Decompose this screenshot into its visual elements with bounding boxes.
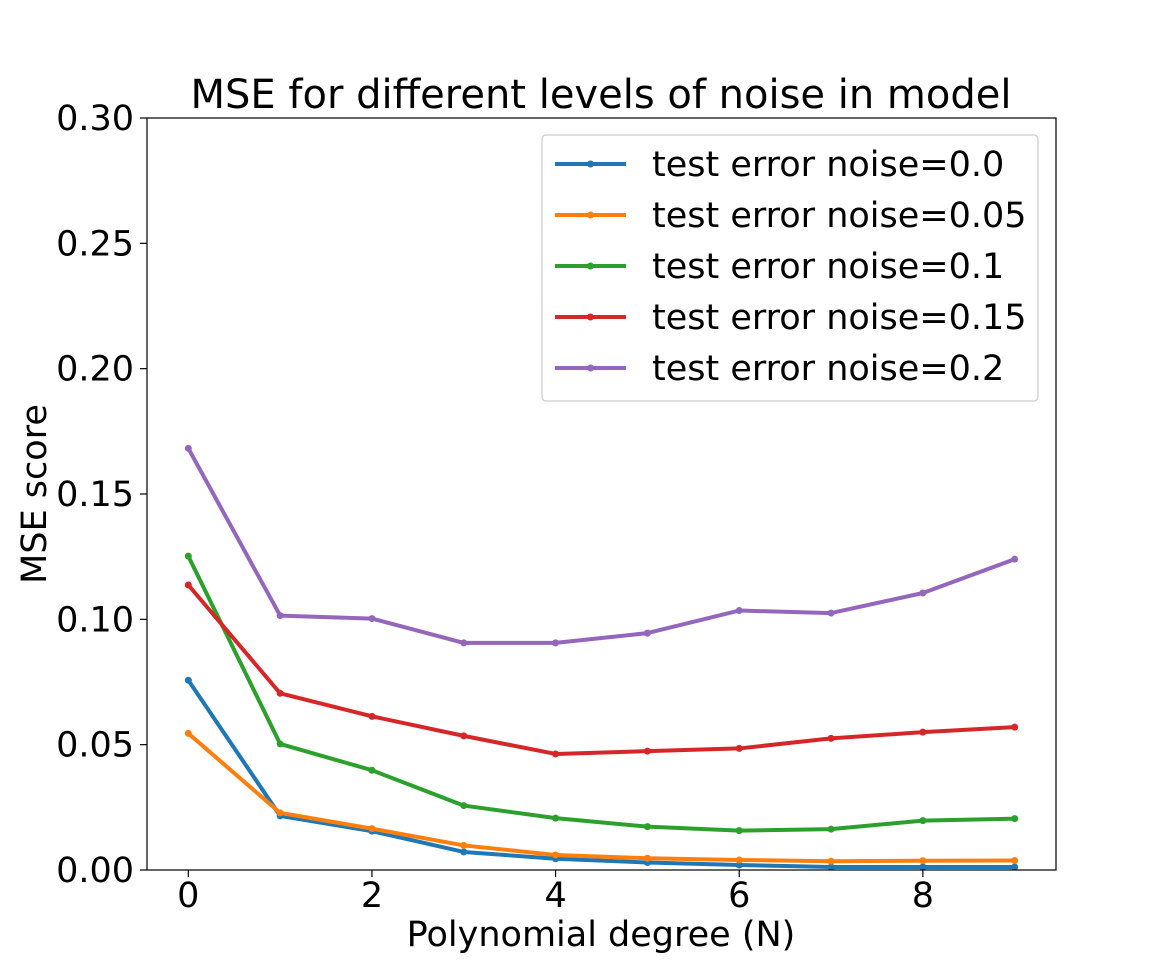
data-point — [276, 689, 284, 697]
data-point — [368, 825, 376, 833]
y-tick-label: 0.05 — [56, 726, 134, 766]
legend-marker — [587, 364, 594, 372]
data-point — [184, 444, 192, 452]
data-point — [827, 857, 835, 865]
data-point — [552, 814, 560, 822]
data-point — [276, 740, 284, 748]
y-tick-label: 0.00 — [56, 851, 134, 891]
y-tick-label: 0.15 — [56, 475, 134, 515]
data-point — [1011, 723, 1019, 731]
y-axis-label: MSE score — [15, 404, 55, 584]
data-point — [368, 615, 376, 623]
series-line-1 — [185, 730, 1017, 864]
data-point — [827, 734, 835, 742]
y-axis-ticks: 0.00 0.05 0.10 0.15 0.20 0.25 0.30 — [56, 99, 147, 891]
data-point — [735, 607, 743, 615]
chart-title: MSE for different levels of noise in mod… — [191, 72, 1012, 118]
data-point — [643, 854, 651, 862]
legend-label: test error noise=0.1 — [652, 247, 1004, 287]
y-tick-label: 0.30 — [56, 99, 134, 139]
legend-label: test error noise=0.2 — [652, 349, 1004, 389]
data-point — [276, 612, 284, 620]
series-line-2 — [185, 553, 1017, 833]
data-point — [552, 851, 560, 859]
data-point — [184, 581, 192, 589]
legend: test error noise=0.0 test error noise=0.0… — [541, 134, 1039, 402]
data-point — [276, 809, 284, 817]
data-point — [1011, 863, 1019, 871]
data-point — [643, 629, 651, 637]
legend-box — [541, 134, 1039, 402]
data-point — [827, 609, 835, 617]
data-point — [552, 639, 560, 647]
data-point — [643, 823, 651, 831]
data-point — [827, 825, 835, 833]
data-point — [1011, 555, 1019, 563]
data-point — [368, 766, 376, 774]
data-point — [919, 857, 927, 865]
legend-marker — [587, 262, 594, 270]
data-point — [919, 817, 927, 825]
data-point — [735, 744, 743, 752]
series-line-3 — [185, 582, 1017, 756]
legend-label: test error noise=0.05 — [652, 196, 1027, 236]
data-point — [1011, 815, 1019, 823]
data-point — [184, 552, 192, 560]
data-point — [460, 841, 468, 849]
legend-marker — [587, 313, 594, 321]
data-point — [919, 728, 927, 736]
data-point — [735, 856, 743, 864]
series-line-0 — [185, 677, 1017, 869]
plot-area — [184, 444, 1019, 871]
data-point — [368, 712, 376, 720]
legend-label: test error noise=0.15 — [652, 298, 1027, 338]
legend-marker — [587, 160, 594, 168]
series-line-4 — [185, 445, 1018, 645]
x-tick-label: 4 — [544, 876, 566, 916]
y-tick-label: 0.10 — [56, 600, 134, 640]
data-point — [643, 747, 651, 755]
data-point — [919, 863, 927, 871]
x-tick-label: 8 — [912, 876, 934, 916]
data-point — [184, 676, 192, 684]
legend-marker — [587, 211, 594, 219]
data-point — [184, 729, 192, 737]
data-point — [460, 732, 468, 740]
x-axis-ticks: 0 2 4 6 8 — [177, 870, 934, 916]
y-tick-label: 0.25 — [56, 224, 134, 264]
x-tick-label: 0 — [177, 876, 199, 916]
legend-label: test error noise=0.0 — [652, 145, 1004, 185]
data-point — [735, 861, 743, 869]
data-point — [460, 639, 468, 647]
data-point — [735, 827, 743, 835]
x-tick-label: 6 — [728, 876, 750, 916]
data-point — [552, 750, 560, 758]
data-point — [1011, 856, 1019, 864]
y-tick-label: 0.20 — [56, 350, 134, 390]
data-point — [460, 848, 468, 856]
data-point — [460, 802, 468, 810]
x-axis-label: Polynomial degree (N) — [407, 915, 796, 955]
data-point — [827, 863, 835, 871]
data-point — [919, 589, 927, 597]
x-tick-label: 2 — [361, 876, 383, 916]
